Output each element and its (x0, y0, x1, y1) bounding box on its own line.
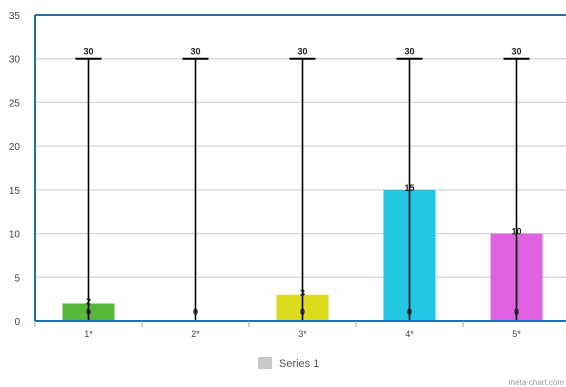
x-axis-ticks: 1* 2* 3* 4* 5* (35, 321, 566, 339)
error-low-label: 0 (300, 307, 305, 317)
data-label: 3 (300, 288, 305, 298)
x-tick-label: 1* (84, 329, 93, 339)
data-label: 2 (86, 297, 91, 307)
error-high-label: 30 (404, 47, 414, 57)
y-tick-label: 20 (9, 142, 21, 153)
x-tick-label: 5* (512, 329, 521, 339)
error-low-label: 0 (407, 307, 412, 317)
x-tick-label: 4* (405, 329, 414, 339)
data-label: 10 (511, 227, 521, 237)
y-tick-label: 15 (9, 186, 21, 197)
y-tick-label: 30 (9, 55, 21, 66)
legend-swatch (258, 357, 272, 369)
y-tick-label: 35 (9, 11, 21, 22)
data-label: 15 (404, 183, 414, 193)
error-high-label: 30 (511, 47, 521, 57)
error-low-label: 0 (193, 307, 198, 317)
gridlines (35, 59, 566, 278)
y-tick-label: 0 (14, 317, 20, 328)
error-low-label: 0 (514, 307, 519, 317)
y-tick-label: 10 (9, 230, 21, 241)
x-tick-label: 3* (298, 329, 307, 339)
error-low-label: 0 (86, 307, 91, 317)
y-axis-ticks: 0 5 10 15 20 25 30 35 (9, 11, 21, 328)
axes (35, 15, 566, 321)
y-tick-label: 5 (14, 273, 20, 284)
legend-label: Series 1 (279, 358, 319, 370)
error-high-label: 30 (190, 47, 200, 57)
watermark: meta-chart.com (508, 378, 564, 387)
x-tick-label: 2* (191, 329, 200, 339)
y-tick-label: 25 (9, 98, 21, 109)
error-high-label: 30 (83, 47, 93, 57)
error-high-label: 30 (297, 47, 307, 57)
legend[interactable]: Series 1 (258, 357, 319, 370)
